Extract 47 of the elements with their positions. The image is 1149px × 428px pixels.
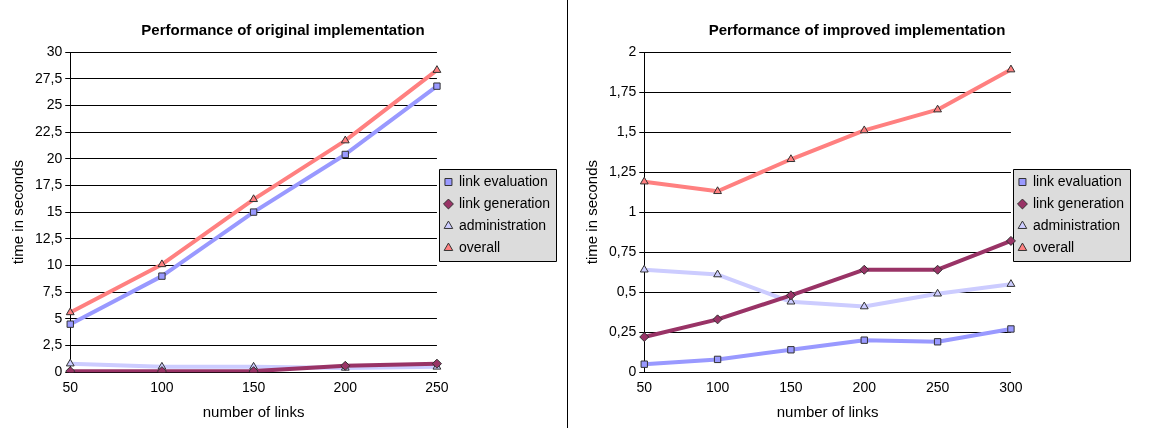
y-axis-title: time in seconds (9, 159, 27, 265)
y-tick-label: 22,5 (35, 122, 63, 139)
legend-label: overall (458, 238, 501, 255)
y-tick-label: 20 (46, 149, 63, 166)
y-tick-label: 0,75 (609, 242, 637, 259)
x-axis-title: number of links (776, 403, 879, 421)
y-tick-label: 27,5 (35, 69, 63, 86)
y-tick-label: 17,5 (35, 176, 63, 193)
y-tick-label: 0,5 (616, 283, 637, 300)
y-tick-label: 1,5 (616, 122, 637, 139)
chart-title: Performance of original implementation (141, 21, 425, 39)
x-axis-title: number of links (202, 403, 305, 421)
x-tick-label: 50 (636, 379, 653, 396)
y-tick-label: 12,5 (35, 229, 63, 246)
legend-label: administration (458, 216, 547, 233)
y-tick-label: 0 (628, 363, 637, 380)
y-tick-label: 1,25 (609, 162, 637, 179)
x-tick-label: 200 (852, 379, 877, 396)
legend-label: overall (1032, 238, 1075, 255)
legend-label: link generation (1032, 194, 1124, 211)
x-tick-label: 150 (241, 379, 266, 396)
legend-label: link evaluation (1032, 172, 1122, 189)
y-tick-label: 25 (46, 96, 63, 113)
y-tick-label: 2,5 (42, 336, 63, 353)
y-tick-label: 1,75 (609, 82, 637, 99)
x-tick-label: 100 (150, 379, 174, 396)
y-tick-label: 7,5 (42, 283, 63, 300)
y-tick-label: 5 (54, 309, 63, 326)
x-tick-label: 250 (925, 379, 950, 396)
x-tick-label: 200 (333, 379, 358, 396)
x-tick-label: 50 (62, 379, 79, 396)
legend-label: link evaluation (458, 172, 548, 189)
y-tick-label: 1 (628, 202, 637, 219)
x-tick-label: 150 (779, 379, 803, 396)
x-tick-label: 250 (425, 379, 449, 396)
y-tick-label: 0,25 (609, 323, 637, 340)
legend-label: administration (1032, 216, 1121, 233)
y-tick-label: 0 (54, 363, 63, 380)
y-axis-title: time in seconds (583, 159, 601, 265)
y-tick-label: 10 (46, 256, 63, 273)
y-tick-label: 2 (628, 42, 637, 59)
x-tick-label: 100 (705, 379, 730, 396)
y-tick-label: 15 (46, 202, 63, 219)
y-tick-label: 30 (46, 42, 63, 59)
chart-title: Performance of improved implementation (708, 21, 1006, 39)
legend-label: link generation (458, 194, 550, 211)
x-tick-label: 300 (999, 379, 1023, 396)
